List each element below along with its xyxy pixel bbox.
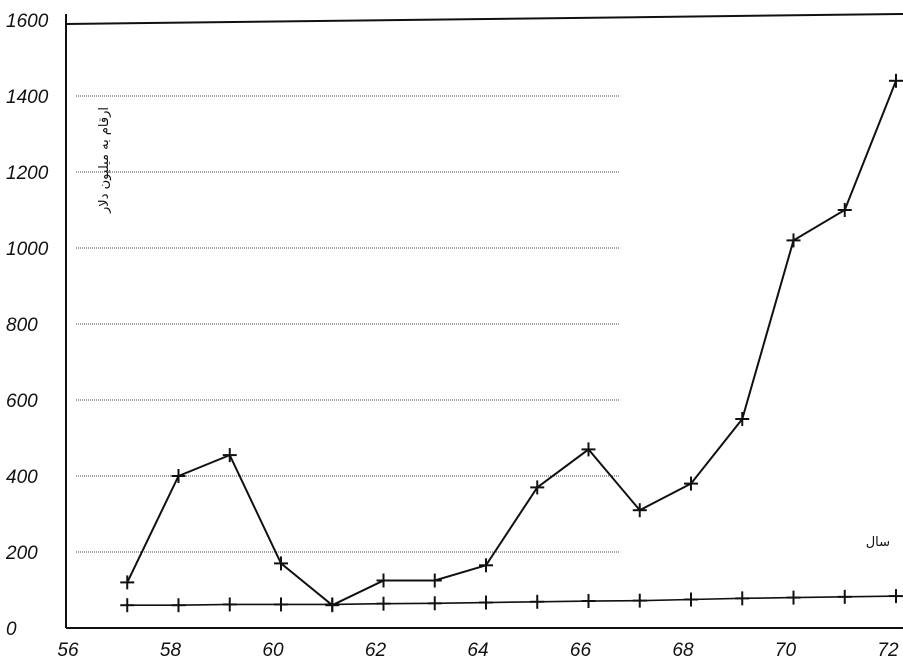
x-tick-62: 62 xyxy=(365,640,387,661)
y-tick-1000: 1000 xyxy=(6,239,49,260)
series-2-point-70 xyxy=(786,590,801,605)
x-tick-72: 72 xyxy=(877,640,899,661)
series-2-point-64 xyxy=(479,595,493,610)
x-tick-60: 60 xyxy=(262,640,284,661)
top-border-line xyxy=(65,13,903,25)
series-2-point-60 xyxy=(274,597,288,612)
x-tick-70: 70 xyxy=(775,640,797,661)
series-1-point-71 xyxy=(837,203,852,217)
series-2-point-67 xyxy=(632,593,647,608)
series-group xyxy=(120,73,903,613)
series-1-point-66 xyxy=(581,442,596,457)
x-tick-labels: 56 58 60 62 64 66 68 70 72 xyxy=(57,640,899,661)
axes xyxy=(65,13,903,629)
series-2-point-59 xyxy=(222,597,237,612)
series-1-point-68 xyxy=(684,476,698,491)
series-2-point-57 xyxy=(120,598,135,613)
series-2-point-68 xyxy=(684,592,698,607)
y-tick-1600: 1600 xyxy=(6,11,49,32)
series-1-point-57 xyxy=(120,575,135,590)
x-axis-label: سال xyxy=(866,535,890,550)
series-2-point-71 xyxy=(837,589,852,604)
series-1-point-67 xyxy=(632,503,647,518)
x-tick-56: 56 xyxy=(57,640,79,661)
series-2-point-58 xyxy=(171,598,186,613)
series-2-point-61 xyxy=(325,597,340,612)
series-2-point-62 xyxy=(376,596,391,611)
series-2-line xyxy=(127,595,897,607)
series-1-line xyxy=(126,80,897,607)
y-tick-800: 800 xyxy=(6,315,38,336)
series-1-point-70 xyxy=(786,233,801,248)
series-1-point-59 xyxy=(222,448,237,463)
series-1-point-62 xyxy=(376,573,391,588)
series-2-point-66 xyxy=(581,594,596,609)
series-1-point-58 xyxy=(171,469,186,483)
y-tick-labels: 0 200 400 600 800 1000 1200 1400 1600 xyxy=(5,11,49,640)
y-tick-400: 400 xyxy=(6,467,38,488)
series-1-point-63 xyxy=(427,573,442,588)
x-tick-68: 68 xyxy=(672,640,694,661)
y-tick-1200: 1200 xyxy=(6,163,49,184)
series-2-point-69 xyxy=(735,591,750,606)
y-axis-label: ارقام به میلیون دلار xyxy=(97,107,112,214)
y-tick-600: 600 xyxy=(6,391,38,412)
x-tick-66: 66 xyxy=(570,640,592,661)
series-2-point-63 xyxy=(427,596,442,611)
grid-lines xyxy=(76,95,620,553)
x-tick-64: 64 xyxy=(467,640,488,661)
series-1-point-65 xyxy=(530,480,545,495)
y-tick-0: 0 xyxy=(6,619,17,640)
series-2-point-65 xyxy=(530,594,545,609)
series-1-point-69 xyxy=(735,412,750,426)
y-tick-1400: 1400 xyxy=(6,87,49,108)
series-1-point-72 xyxy=(889,73,903,88)
x-tick-58: 58 xyxy=(160,640,182,661)
series-2-point-72 xyxy=(889,589,903,604)
series-1-point-60 xyxy=(274,556,288,571)
series-1-point-64 xyxy=(479,558,493,573)
y-tick-200: 200 xyxy=(5,543,38,564)
